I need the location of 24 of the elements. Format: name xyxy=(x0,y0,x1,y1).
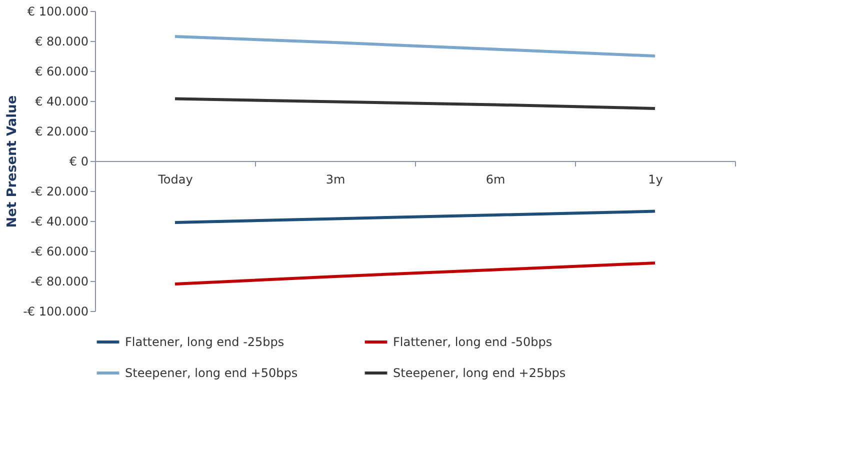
x-tick-label: 1y xyxy=(648,172,663,186)
x-tick-label: 3m xyxy=(326,172,346,186)
line-series xyxy=(174,262,656,286)
line-series xyxy=(174,210,656,224)
line-series xyxy=(174,35,656,58)
y-tick-label: -€ 100.000 xyxy=(23,304,88,318)
legend-label: Flattener, long end -50bps xyxy=(393,335,552,349)
y-tick-label: € 40.000 xyxy=(35,94,88,108)
legend-label: Steepener, long end +50bps xyxy=(125,366,298,380)
y-tick-label: € 20.000 xyxy=(35,124,88,138)
y-axis-title: Net Present Value xyxy=(5,95,20,228)
y-tick-label: -€ 80.000 xyxy=(30,274,88,288)
y-tick-label: -€ 60.000 xyxy=(30,244,88,258)
y-tick-label: € 80.000 xyxy=(35,34,88,48)
y-tick-label: € 0 xyxy=(69,154,88,168)
line-series xyxy=(174,97,656,110)
legend-label: Flattener, long end -25bps xyxy=(125,335,284,349)
y-tick-label: -€ 40.000 xyxy=(30,214,88,228)
y-tick-label: € 60.000 xyxy=(35,64,88,78)
y-tick-label: -€ 20.000 xyxy=(30,184,88,198)
x-tick-label: Today xyxy=(157,172,193,186)
y-tick-label: € 100.000 xyxy=(27,4,88,18)
legend-label: Steepener, long end +25bps xyxy=(393,366,566,380)
x-tick-label: 6m xyxy=(486,172,506,186)
